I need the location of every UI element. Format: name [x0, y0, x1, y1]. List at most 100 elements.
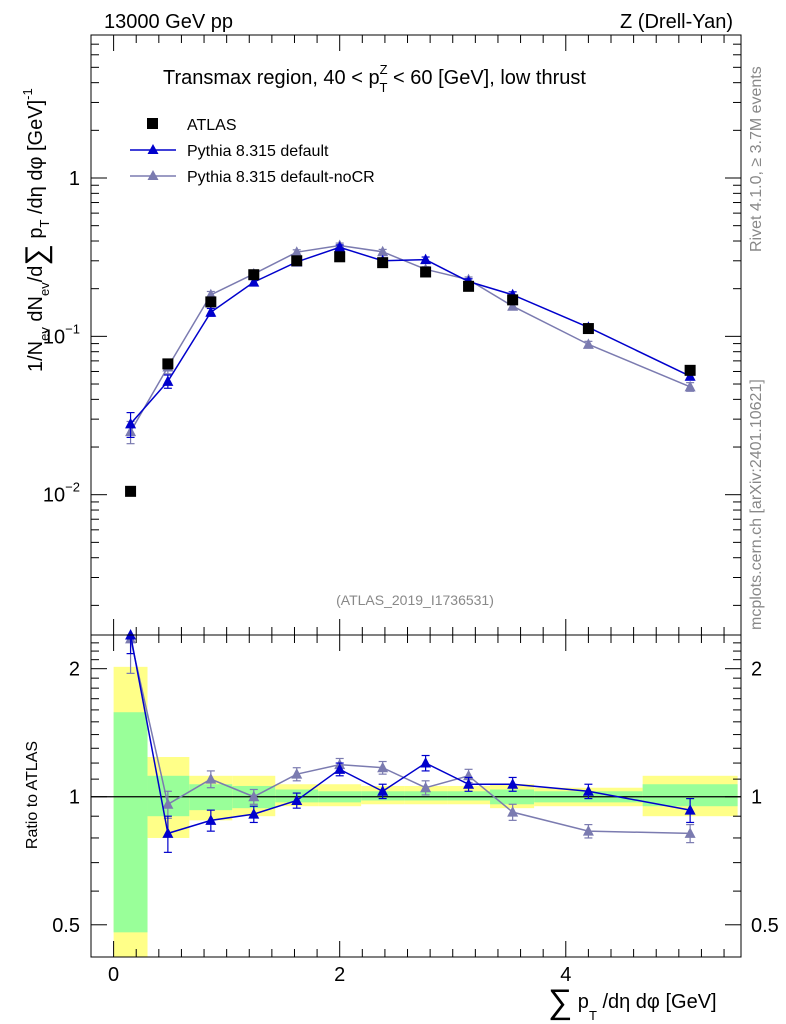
data-point-mc	[507, 300, 519, 311]
legend: ATLAS Pythia 8.315 default Pythia 8.315 …	[130, 117, 375, 186]
main-ytick-label-base: 10	[43, 326, 65, 348]
ratio-bands	[91, 666, 741, 957]
ratio-point	[125, 629, 137, 640]
xlabel-a: p	[572, 991, 589, 1013]
data-point-mc	[205, 306, 217, 317]
data-point-mc	[291, 246, 303, 257]
legend-nocr-marker	[147, 170, 159, 180]
ratio-series-layer	[125, 629, 696, 853]
title-sub: T	[380, 80, 388, 95]
ylabel-b-sub: ev	[37, 282, 52, 296]
analysis-tag: (ATLAS_2019_I1736531)	[336, 592, 494, 608]
ratio-xtick-label: 0	[108, 964, 119, 986]
data-point-atlas	[377, 257, 389, 269]
ratio-ytick-label-right: 1	[751, 787, 762, 809]
main-ytick-label-exp: −1	[65, 321, 80, 336]
xlabel-sum: ∑	[548, 983, 572, 1021]
ratio-point	[420, 757, 432, 768]
data-point-mc	[684, 380, 696, 392]
data-point-atlas	[162, 358, 174, 370]
data-point-atlas	[684, 364, 696, 376]
ratio-point	[507, 778, 519, 789]
ratio-point	[463, 778, 475, 789]
main-series-layer	[125, 239, 696, 497]
ratio-point	[684, 804, 696, 815]
ylabel-b: dN	[25, 296, 47, 327]
ratio-point	[291, 768, 303, 779]
data-point-mc	[125, 417, 137, 429]
ratio-ytick-label: 2	[69, 659, 80, 681]
ratio-ytick-label-right: 2	[751, 659, 762, 681]
ratio-ytick-label: 0.5	[52, 915, 80, 937]
ratio-point	[162, 827, 174, 838]
ylabel-d-sub: T	[37, 220, 52, 228]
ratio-point	[205, 773, 217, 784]
main-ytick-label-base: 1	[69, 168, 80, 190]
data-point-atlas	[334, 251, 346, 263]
uncertainty-band-inner	[447, 791, 491, 801]
data-point-atlas	[582, 323, 594, 335]
ratio-point	[205, 814, 217, 825]
legend-nocr-label: Pythia 8.315 default-noCR	[187, 169, 375, 186]
ylabel-d: p	[25, 228, 47, 245]
ratio-line-0	[129, 634, 691, 835]
series-line-1	[130, 246, 691, 425]
ylabel-a: 1/N	[25, 341, 47, 372]
data-point-atlas	[125, 485, 137, 497]
ratio-xtick-label: 4	[560, 964, 571, 986]
data-point-mc	[248, 276, 260, 287]
data-point-mc	[582, 338, 594, 349]
ratio-axes: 0.5 0.5 1 1 2 2 0 2 4	[52, 634, 779, 986]
rivet-label: Rivet 4.1.0, ≥ 3.7M events	[748, 66, 765, 252]
legend-atlas-label: ATLAS	[187, 117, 237, 134]
data-point-atlas	[205, 296, 217, 308]
main-axes: 10−210−11	[43, 34, 741, 635]
ratio-point	[248, 808, 260, 819]
data-point-atlas	[463, 280, 475, 292]
ratio-point	[420, 781, 432, 793]
data-point-mc	[162, 375, 174, 386]
ratio-point	[334, 763, 346, 774]
ylabel-e-sup: -1	[20, 88, 35, 100]
legend-default-marker	[147, 144, 159, 154]
ratio-point	[684, 827, 696, 838]
ratio-ytick-label: 1	[69, 787, 80, 809]
ratio-xtick-label: 2	[334, 964, 345, 986]
uncertainty-band-inner	[113, 712, 148, 933]
data-point-mc	[334, 241, 346, 252]
main-title: Transmax region, 40 < pZ T < 60 [GeV], lo…	[163, 62, 586, 95]
data-point-atlas	[291, 255, 303, 267]
main-ytick-label: 10−2	[43, 480, 80, 507]
ratio-frame	[90, 634, 742, 958]
series-line-2	[129, 244, 691, 433]
main-ytick-label-exp: −2	[65, 480, 80, 495]
title-prefix: Transmax region, 40 < p	[163, 67, 380, 89]
data-point-atlas	[248, 269, 260, 281]
ylabel-a-sub: ev	[37, 327, 52, 341]
ylabel-sum: ∑	[20, 244, 53, 265]
data-point-atlas	[507, 294, 519, 306]
main-ytick-label-base: 10	[43, 485, 65, 507]
data-point-mc	[420, 253, 432, 265]
ratio-point	[248, 790, 260, 802]
data-point-mc	[377, 245, 389, 257]
ratio-ytick-label-right: 0.5	[751, 915, 779, 937]
ratio-line-1	[129, 638, 691, 835]
title-suffix: < 60 [GeV], low thrust	[388, 67, 587, 89]
ratio-xlabel: ∑ pT /dη dφ [GeV]	[548, 983, 717, 1023]
ratio-point	[582, 785, 594, 796]
xlabel-b: /dη dφ [GeV]	[597, 991, 717, 1013]
xlabel-a-sub: T	[589, 1008, 597, 1023]
ratio-point	[291, 794, 303, 805]
ratio-point	[377, 785, 389, 796]
title-sup: Z	[380, 62, 388, 77]
ratio-point	[162, 798, 174, 809]
mcplots-label: mcplots.cern.ch [arXiv:2401.10621]	[748, 379, 765, 630]
main-ytick-label: 1	[69, 168, 80, 190]
ratio-point	[377, 761, 389, 773]
ylabel-c: /d	[25, 266, 47, 283]
main-ytick-label: 10−1	[43, 321, 80, 348]
uncertainty-band-inner	[404, 791, 448, 801]
ylabel-e: /dη dφ [GeV]	[25, 100, 47, 220]
